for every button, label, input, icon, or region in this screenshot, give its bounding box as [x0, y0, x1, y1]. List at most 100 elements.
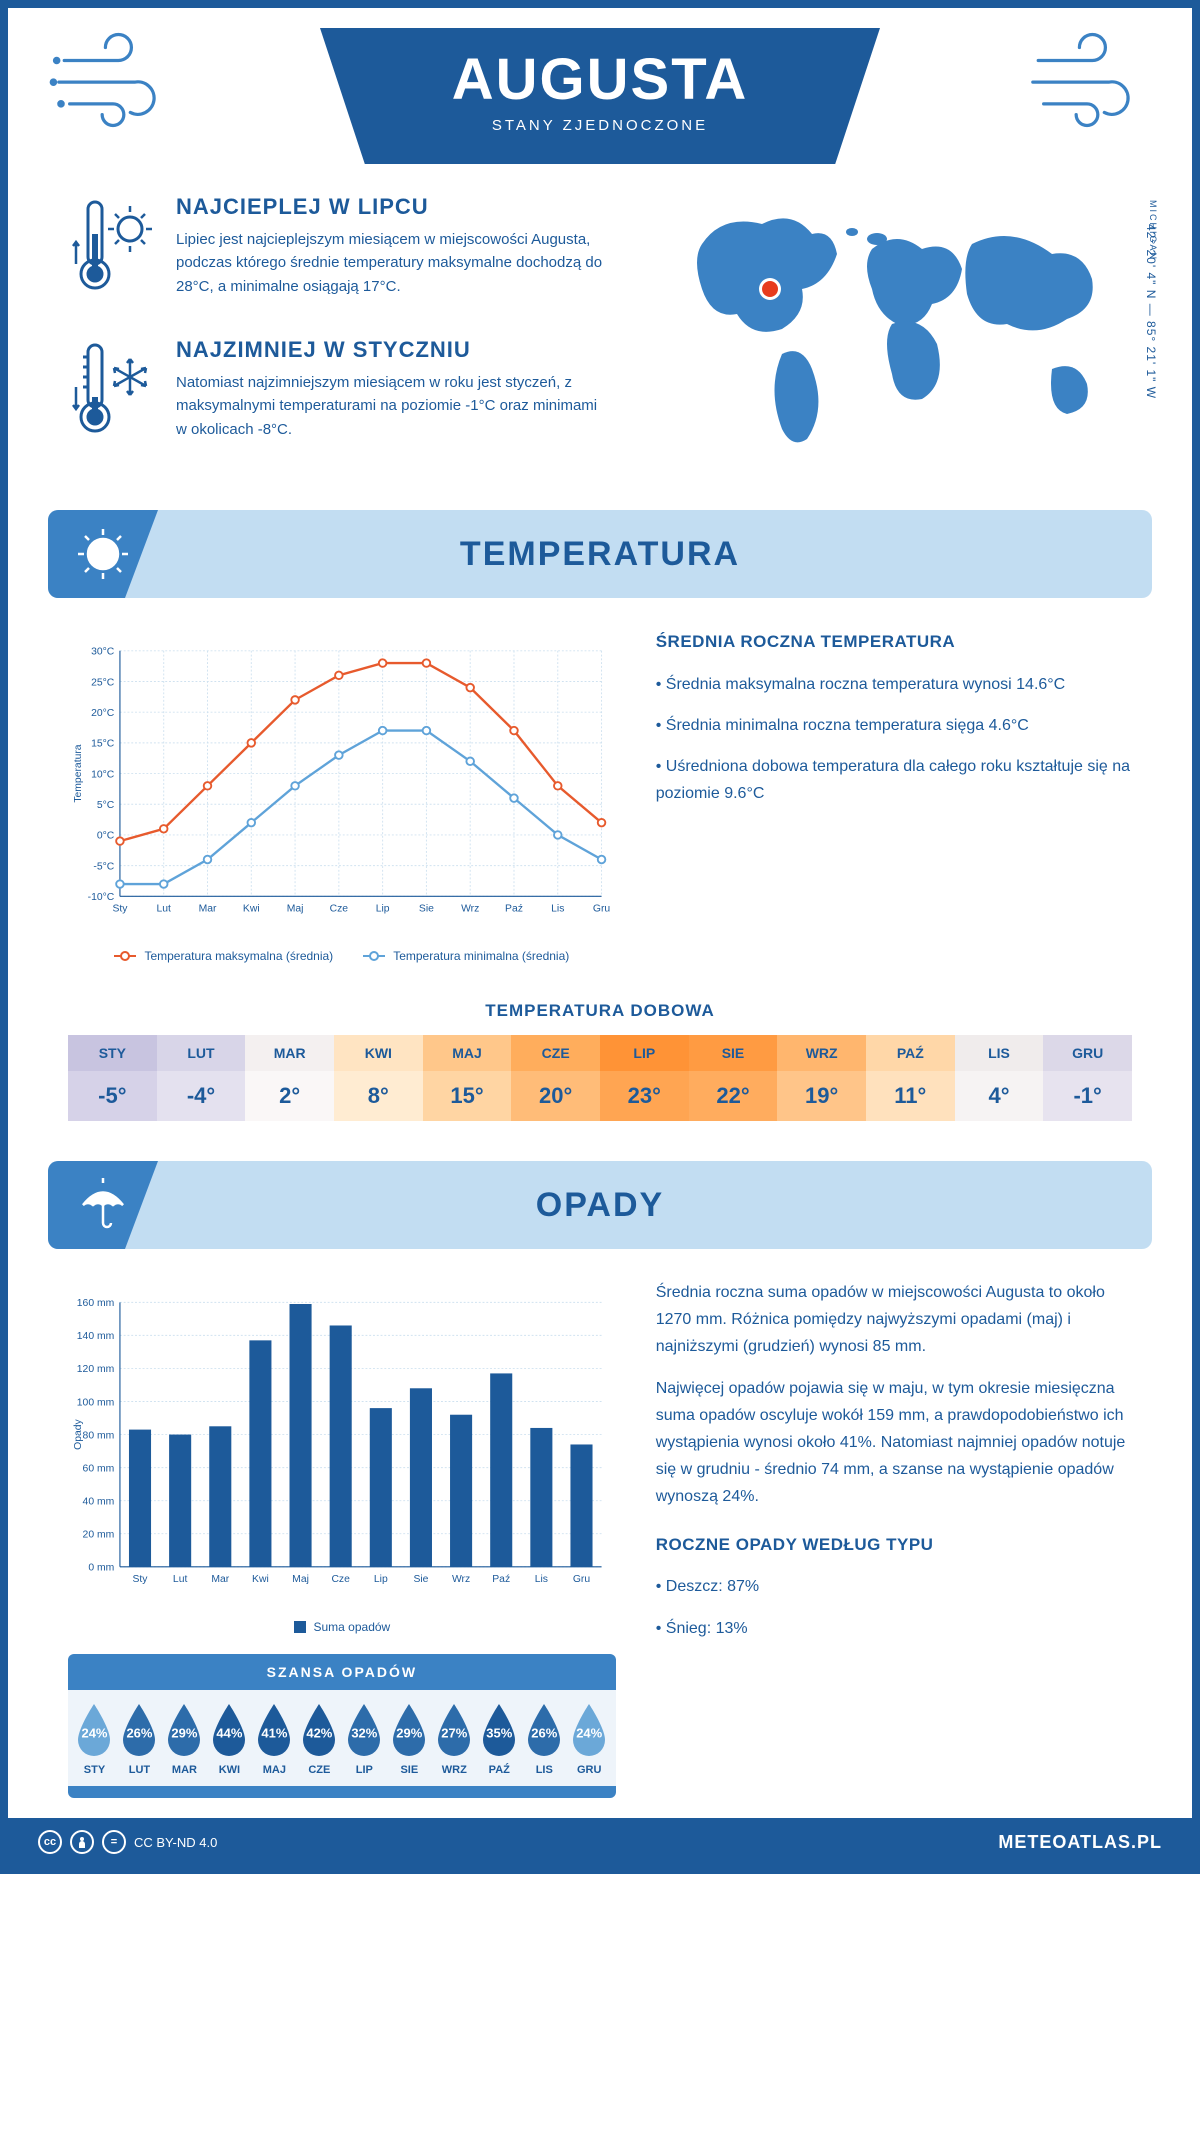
- daily-cell: MAJ 15°: [423, 1035, 512, 1121]
- daily-cell: GRU -1°: [1043, 1035, 1132, 1121]
- chance-title: SZANSA OPADÓW: [68, 1654, 616, 1690]
- chance-cell: 29% MAR: [162, 1702, 207, 1776]
- svg-text:Lip: Lip: [376, 903, 390, 914]
- precip-rain: • Deszcz: 87%: [656, 1573, 1132, 1600]
- chance-cell: 42% CZE: [297, 1702, 342, 1776]
- country-subtitle: STANY ZJEDNOCZONE: [400, 117, 800, 134]
- coldest-block: NAJZIMNIEJ W STYCZNIU Natomiast najzimni…: [68, 337, 612, 452]
- precip-legend: Suma opadów: [68, 1620, 616, 1634]
- svg-text:Lut: Lut: [157, 903, 172, 914]
- svg-text:5°C: 5°C: [97, 800, 115, 811]
- svg-text:Cze: Cze: [331, 1574, 350, 1585]
- svg-text:Paź: Paź: [505, 903, 523, 914]
- svg-text:Kwi: Kwi: [252, 1574, 269, 1585]
- warmest-title: NAJCIEPLEJ W LIPCU: [176, 194, 612, 220]
- daily-cell: PAŹ 11°: [866, 1035, 955, 1121]
- cc-nd-icon: =: [102, 1830, 126, 1854]
- umbrella-icon: [48, 1161, 158, 1249]
- avg-temp-line1: • Średnia maksymalna roczna temperatura …: [656, 671, 1132, 698]
- svg-text:15°C: 15°C: [91, 739, 115, 750]
- coldest-title: NAJZIMNIEJ W STYCZNIU: [176, 337, 612, 363]
- svg-text:Maj: Maj: [287, 903, 304, 914]
- chance-cell: 24% GRU: [567, 1702, 612, 1776]
- precip-section-header: OPADY: [48, 1161, 1152, 1249]
- daily-cell: WRZ 19°: [777, 1035, 866, 1121]
- coordinates: 42° 20' 4" N — 85° 21' 1" W: [1144, 224, 1158, 399]
- precip-snow: • Śnieg: 13%: [656, 1615, 1132, 1642]
- svg-text:30°C: 30°C: [91, 647, 115, 658]
- temp-legend: Temperatura maksymalna (średnia) Tempera…: [68, 949, 616, 963]
- svg-text:Gru: Gru: [573, 1574, 591, 1585]
- svg-text:Mar: Mar: [211, 1574, 229, 1585]
- chance-cell: 26% LIS: [522, 1702, 567, 1776]
- daily-cell: LIP 23°: [600, 1035, 689, 1121]
- svg-text:10°C: 10°C: [91, 769, 115, 780]
- avg-temp-heading: ŚREDNIA ROCZNA TEMPERATURA: [656, 628, 1132, 657]
- svg-text:Mar: Mar: [199, 903, 217, 914]
- title-banner: AUGUSTA STANY ZJEDNOCZONE: [320, 28, 880, 164]
- svg-text:Cze: Cze: [330, 903, 349, 914]
- daily-cell: SIE 22°: [689, 1035, 778, 1121]
- chance-cell: 27% WRZ: [432, 1702, 477, 1776]
- precip-text-2: Najwięcej opadów pojawia się w maju, w t…: [656, 1375, 1132, 1511]
- location-marker: [762, 281, 778, 297]
- svg-text:Sty: Sty: [112, 903, 128, 914]
- chance-cell: 26% LUT: [117, 1702, 162, 1776]
- precip-text-1: Średnia roczna suma opadów w miejscowośc…: [656, 1279, 1132, 1361]
- temperature-heading: TEMPERATURA: [460, 535, 740, 574]
- license-text: CC BY-ND 4.0: [134, 1835, 217, 1850]
- precip-type-heading: ROCZNE OPADY WEDŁUG TYPU: [656, 1531, 1132, 1560]
- svg-text:Kwi: Kwi: [243, 903, 260, 914]
- cc-icon: cc: [38, 1830, 62, 1854]
- daily-temp-table: STY -5° LUT -4° MAR 2° KWI 8° MAJ 15° CZ…: [68, 1035, 1132, 1121]
- daily-cell: LIS 4°: [955, 1035, 1044, 1121]
- svg-text:Lis: Lis: [551, 903, 564, 914]
- cc-by-icon: [70, 1830, 94, 1854]
- temperature-section-header: TEMPERATURA: [48, 510, 1152, 598]
- svg-text:100 mm: 100 mm: [77, 1397, 114, 1408]
- svg-text:20°C: 20°C: [91, 708, 115, 719]
- warmest-text: Lipiec jest najcieplejszym miesiącem w m…: [176, 228, 612, 298]
- svg-text:0°C: 0°C: [97, 831, 115, 842]
- svg-text:Lip: Lip: [374, 1574, 388, 1585]
- temperature-line-chart: -10°C -5°C 0°C 5°C 10°C 15°C 20°C 25°C 30°C Sty Lu…: [68, 628, 616, 938]
- sun-icon: [48, 510, 158, 598]
- daily-temp-title: TEMPERATURA DOBOWA: [8, 1001, 1192, 1021]
- svg-text:Temperatura: Temperatura: [73, 744, 84, 802]
- precip-bar-chart: 0 mm20 mm40 mm60 mm80 mm100 mm120 mm140 …: [68, 1279, 616, 1609]
- svg-text:-5°C: -5°C: [93, 861, 114, 872]
- chance-cell: 24% STY: [72, 1702, 117, 1776]
- svg-text:25°C: 25°C: [91, 677, 115, 688]
- legend-max-label: Temperatura maksymalna (średnia): [144, 949, 333, 963]
- svg-text:Lis: Lis: [535, 1574, 548, 1585]
- svg-text:Sie: Sie: [413, 1574, 428, 1585]
- chance-cell: 41% MAJ: [252, 1702, 297, 1776]
- page-container: AUGUSTA STANY ZJEDNOCZONE: [0, 0, 1200, 1874]
- chance-cell: 29% SIE: [387, 1702, 432, 1776]
- daily-cell: KWI 8°: [334, 1035, 423, 1121]
- svg-text:Gru: Gru: [593, 903, 611, 914]
- precip-heading: OPADY: [536, 1186, 664, 1225]
- svg-text:-10°C: -10°C: [88, 892, 115, 903]
- coldest-text: Natomiast najzimniejszym miesiącem w rok…: [176, 371, 612, 441]
- avg-temp-line3: • Uśredniona dobowa temperatura dla całe…: [656, 753, 1132, 807]
- svg-text:Wrz: Wrz: [461, 903, 479, 914]
- svg-text:Sie: Sie: [419, 903, 434, 914]
- world-map: [652, 194, 1132, 454]
- wind-icon-right: [1022, 28, 1152, 138]
- wind-icon-left: [48, 28, 178, 138]
- thermometer-cold-icon: [68, 337, 158, 452]
- svg-text:20 mm: 20 mm: [83, 1529, 115, 1540]
- svg-text:Wrz: Wrz: [452, 1574, 470, 1585]
- chance-cell: 44% KWI: [207, 1702, 252, 1776]
- chance-cell: 32% LIP: [342, 1702, 387, 1776]
- svg-text:Paź: Paź: [492, 1574, 510, 1585]
- intro-section: NAJCIEPLEJ W LIPCU Lipiec jest najcieple…: [8, 164, 1192, 510]
- header-row: AUGUSTA STANY ZJEDNOCZONE: [8, 8, 1192, 164]
- legend-min-label: Temperatura minimalna (średnia): [393, 949, 569, 963]
- thermometer-hot-icon: [68, 194, 158, 309]
- footer-brand: METEOATLAS.PL: [998, 1832, 1162, 1853]
- daily-cell: CZE 20°: [511, 1035, 600, 1121]
- city-title: AUGUSTA: [400, 46, 800, 113]
- chance-box: SZANSA OPADÓW 24% STY 26% LUT 29% MAR 44…: [68, 1654, 616, 1798]
